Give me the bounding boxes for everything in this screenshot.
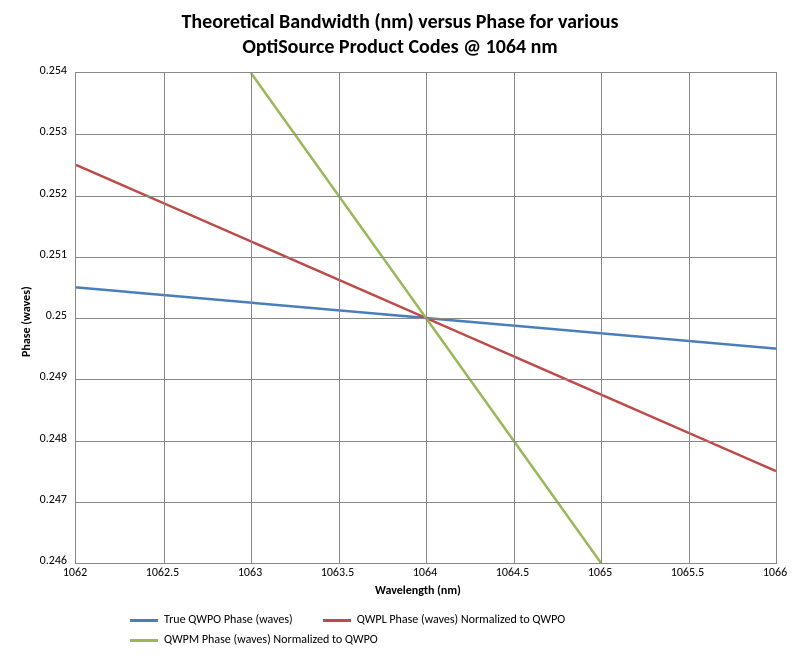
legend-label: QWPL Phase (waves) Normalized to QWPO (357, 613, 566, 627)
legend-item: QWPM Phase (waves) Normalized to QWPO (130, 633, 378, 647)
x-tick-label: 1063 (225, 566, 275, 580)
x-tick-label: 1064.5 (488, 566, 538, 580)
y-tick-label: 0.253 (27, 125, 67, 139)
y-tick-label: 0.254 (27, 64, 67, 78)
plot-area (75, 72, 777, 564)
chart-title: Theoretical Bandwidth (nm) versus Phase … (0, 0, 800, 60)
chart-legend: True QWPO Phase (waves) QWPL Phase (waves… (130, 613, 770, 653)
y-tick-label: 0.248 (27, 432, 67, 446)
y-tick-label: 0.249 (27, 370, 67, 384)
x-tick-label: 1065.5 (663, 566, 713, 580)
legend-label: QWPM Phase (waves) Normalized to QWPO (164, 633, 378, 647)
gridline-v (426, 73, 427, 563)
x-tick-label: 1065 (575, 566, 625, 580)
legend-item: QWPL Phase (waves) Normalized to QWPO (323, 613, 566, 627)
x-tick-label: 1062.5 (138, 566, 188, 580)
y-tick-label: 0.247 (27, 493, 67, 507)
legend-swatch (323, 619, 351, 622)
gridline-v (514, 73, 515, 563)
y-axis-label: Phase (waves) (20, 286, 34, 357)
gridline-v (164, 73, 165, 563)
chart-title-line2: OptiSource Product Codes @ 1064 nm (242, 35, 557, 59)
x-tick-label: 1064 (400, 566, 450, 580)
gridline-v (689, 73, 690, 563)
x-tick-label: 1063.5 (313, 566, 363, 580)
legend-label: True QWPO Phase (waves) (164, 613, 293, 627)
bandwidth-phase-chart: Theoretical Bandwidth (nm) versus Phase … (0, 0, 800, 663)
gridline-v (251, 73, 252, 563)
y-tick-label: 0.251 (27, 248, 67, 262)
legend-swatch (130, 639, 158, 642)
y-tick-label: 0.252 (27, 187, 67, 201)
x-tick-label: 1062 (50, 566, 100, 580)
gridline-v (601, 73, 602, 563)
gridline-v (339, 73, 340, 563)
legend-swatch (130, 619, 158, 622)
x-axis-label: Wavelength (nm) (375, 584, 461, 598)
legend-item: True QWPO Phase (waves) (130, 613, 293, 627)
chart-title-line1: Theoretical Bandwidth (nm) versus Phase … (182, 10, 619, 34)
x-tick-label: 1066 (750, 566, 800, 580)
